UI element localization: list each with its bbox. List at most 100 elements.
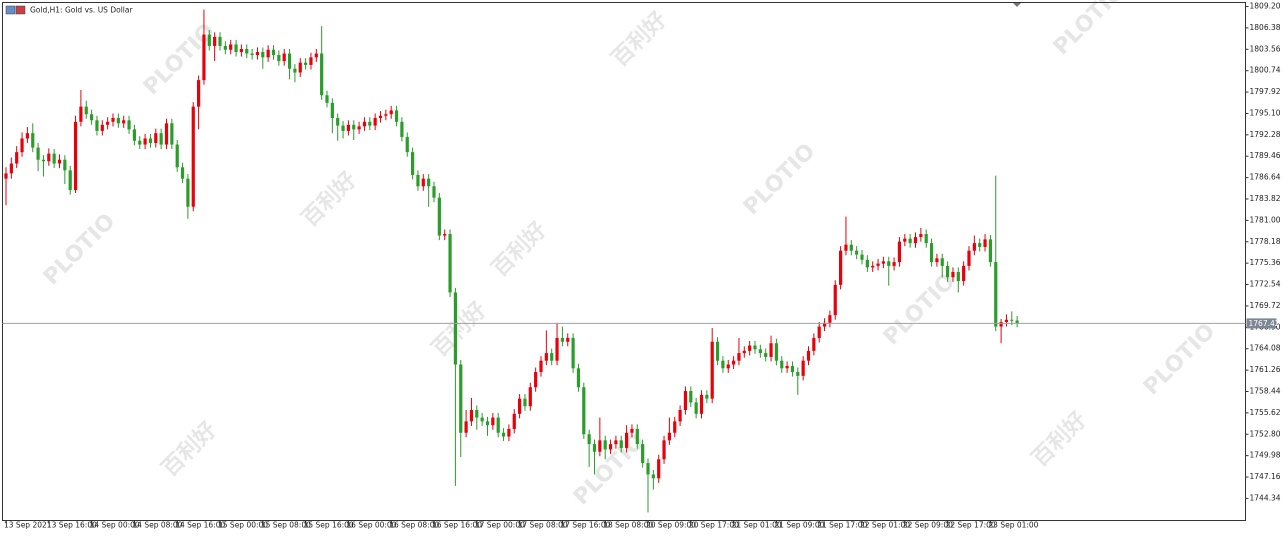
candle-body xyxy=(255,52,260,56)
candle-body xyxy=(325,95,329,103)
candle-body xyxy=(234,44,238,53)
plot-area xyxy=(4,9,1019,513)
y-tick-label: 1758.44 xyxy=(1250,386,1281,395)
candle-body xyxy=(159,133,163,145)
candle-body xyxy=(635,428,639,445)
candle-body xyxy=(978,243,982,247)
candle-body xyxy=(68,170,72,191)
candle-body xyxy=(330,102,334,119)
price-label: 1767.42 xyxy=(1249,319,1280,328)
candle-body xyxy=(143,138,147,145)
candle-body xyxy=(689,391,693,403)
candle-body xyxy=(962,265,966,282)
candle-body xyxy=(464,421,468,433)
y-tick-label: 1764.08 xyxy=(1250,344,1281,353)
candle-body xyxy=(132,129,136,141)
candle-body xyxy=(405,136,409,153)
x-tick-label: 15 Sep 08:00 xyxy=(261,521,311,530)
candle-body xyxy=(485,421,490,426)
candle-body xyxy=(940,258,944,266)
candle-body xyxy=(908,238,912,244)
candle-body xyxy=(191,106,195,207)
candle-body xyxy=(9,163,13,174)
candle-body xyxy=(924,234,928,244)
candle-body xyxy=(619,440,623,448)
candle-body xyxy=(555,337,559,361)
x-tick-label: 22 Sep 09:00 xyxy=(903,521,953,530)
candle-body xyxy=(764,353,768,357)
candle-body xyxy=(994,262,998,327)
y-tick-label: 1775.36 xyxy=(1250,258,1281,267)
candle-body xyxy=(170,123,174,145)
candle-body xyxy=(935,258,939,263)
candle-body xyxy=(336,118,340,126)
candle-body xyxy=(52,153,56,164)
x-tick-label: 23 Sep 01:00 xyxy=(988,521,1038,530)
candle-body xyxy=(389,110,393,115)
candle-body xyxy=(587,434,591,445)
y-tick-label: 1783.82 xyxy=(1250,194,1281,203)
x-tick-label: 20 Sep 17:00 xyxy=(689,521,739,530)
x-tick-label: 16 Sep 00:00 xyxy=(346,521,396,530)
candle-body xyxy=(448,234,452,293)
candle-body xyxy=(822,322,827,327)
candle-body xyxy=(116,118,120,124)
candle-body xyxy=(261,52,265,58)
candle-body xyxy=(207,34,211,46)
candle-body xyxy=(127,120,131,130)
candle-body xyxy=(31,133,35,148)
candle-body xyxy=(946,265,950,278)
candle-body xyxy=(651,474,655,479)
y-tick-label: 1786.64 xyxy=(1250,173,1281,182)
candle-body xyxy=(202,34,206,81)
candle-body xyxy=(881,261,885,264)
candle-body xyxy=(84,106,88,115)
y-tick-label: 1752.80 xyxy=(1250,429,1281,438)
candle-body xyxy=(903,238,907,242)
candle-body xyxy=(860,254,864,260)
candle-body xyxy=(352,124,356,130)
candle-body xyxy=(437,197,441,236)
candle-body xyxy=(876,263,880,266)
x-tick-label: 18 Sep 08:00 xyxy=(603,521,653,530)
candle-body xyxy=(106,121,110,125)
candle-body xyxy=(138,140,142,145)
candle-body xyxy=(15,152,19,164)
candle-body xyxy=(753,345,757,350)
candle-body xyxy=(758,349,762,354)
y-tick-label: 1778.18 xyxy=(1250,237,1281,246)
candle-body xyxy=(699,394,704,414)
candle-body xyxy=(598,440,602,452)
candle-body xyxy=(983,239,987,247)
candle-body xyxy=(737,353,741,361)
candle-body xyxy=(849,244,853,251)
candle-body xyxy=(368,121,372,126)
candle-body xyxy=(817,326,821,338)
candle-body xyxy=(271,49,276,56)
x-tick-label: 13 Sep 2021 xyxy=(4,521,52,530)
candle-body xyxy=(913,237,918,244)
candle-body xyxy=(710,341,714,399)
x-tick-label: 16 Sep 08:00 xyxy=(389,521,439,530)
candle-body xyxy=(218,36,222,46)
candle-body xyxy=(608,444,613,450)
candle-body xyxy=(239,48,243,53)
x-tick-label: 20 Sep 09:00 xyxy=(646,521,696,530)
y-tick-label: 1800.74 xyxy=(1250,66,1281,75)
candle-body xyxy=(988,239,992,263)
candle-body xyxy=(625,432,629,448)
chart-header: Gold,H1: Gold vs. US Dollar xyxy=(5,6,133,15)
chart-title: Gold,H1: Gold vs. US Dollar xyxy=(30,6,133,15)
candle-body xyxy=(967,250,971,266)
candle-body xyxy=(266,49,270,58)
candle-body xyxy=(213,36,217,46)
candle-body xyxy=(63,159,67,171)
candle-body xyxy=(20,138,24,153)
candle-body xyxy=(341,125,345,131)
candle-body xyxy=(592,444,597,452)
candle-body xyxy=(646,463,650,475)
y-tick-label: 1781.00 xyxy=(1250,215,1281,224)
x-tick-label: 21 Sep 17:00 xyxy=(817,521,867,530)
candle-body xyxy=(475,409,479,418)
candle-body xyxy=(357,126,361,130)
